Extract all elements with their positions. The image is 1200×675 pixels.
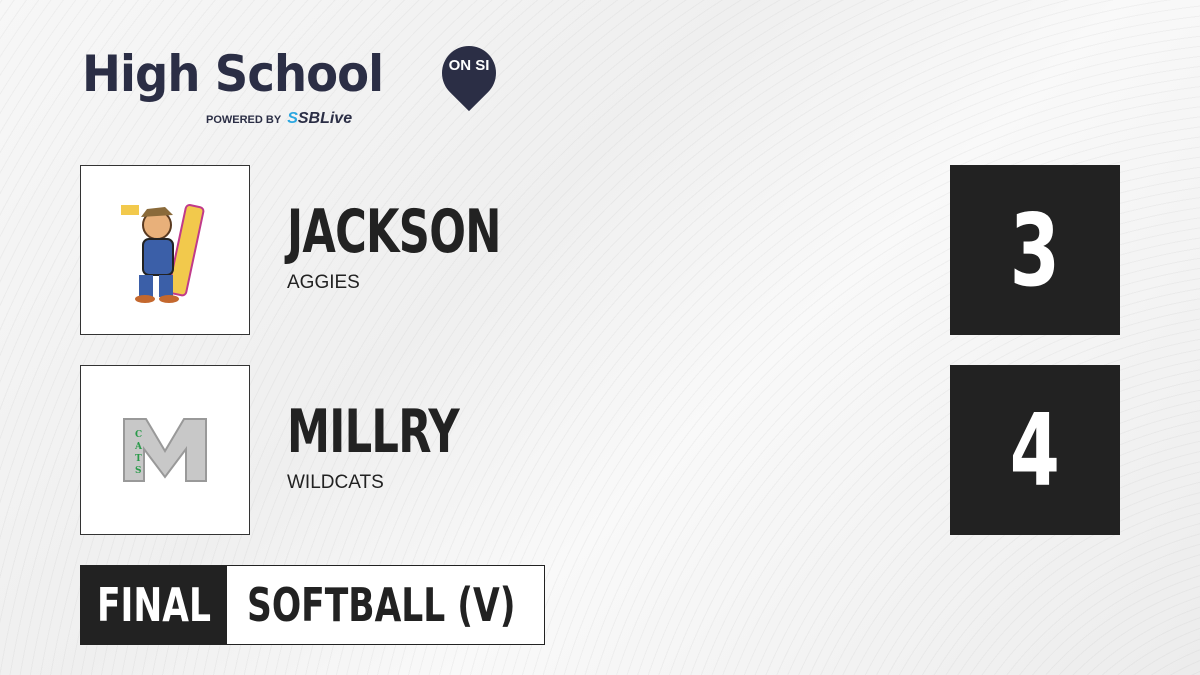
score-millry: 4 <box>950 365 1120 535</box>
team-jackson: JACKSON AGGIES <box>287 200 584 294</box>
team-logo-millry: C A T S <box>80 365 250 535</box>
svg-text:T: T <box>135 454 142 464</box>
location-pin-icon: ON SI <box>430 34 508 112</box>
brand-logo: High School ON SI POWERED BY SSBLive <box>82 34 508 127</box>
score-jackson: 3 <box>950 165 1120 335</box>
team-name: JACKSON <box>287 197 501 267</box>
powered-by: POWERED BY SSBLive <box>206 110 353 127</box>
svg-text:S: S <box>135 466 142 476</box>
aggies-mascot-icon <box>121 204 205 303</box>
sport-label: SOFTBALL (V) <box>247 578 516 632</box>
team-mascot: WILDCATS <box>287 472 384 493</box>
team-logo-jackson <box>80 165 250 335</box>
millry-m-logo: C A T S <box>123 418 207 482</box>
team-name: MILLRY <box>287 397 460 467</box>
svg-text:C: C <box>135 430 142 440</box>
final-badge: FINAL <box>81 566 227 644</box>
game-status-bar: FINAL SOFTBALL (V) <box>80 565 545 645</box>
svg-text:A: A <box>134 442 143 452</box>
team-millry: MILLRY WILDCATS <box>287 400 526 494</box>
brand-title: High School <box>82 45 384 103</box>
team-mascot: AGGIES <box>287 272 360 293</box>
sblive-logo: SSBLive <box>287 110 353 127</box>
